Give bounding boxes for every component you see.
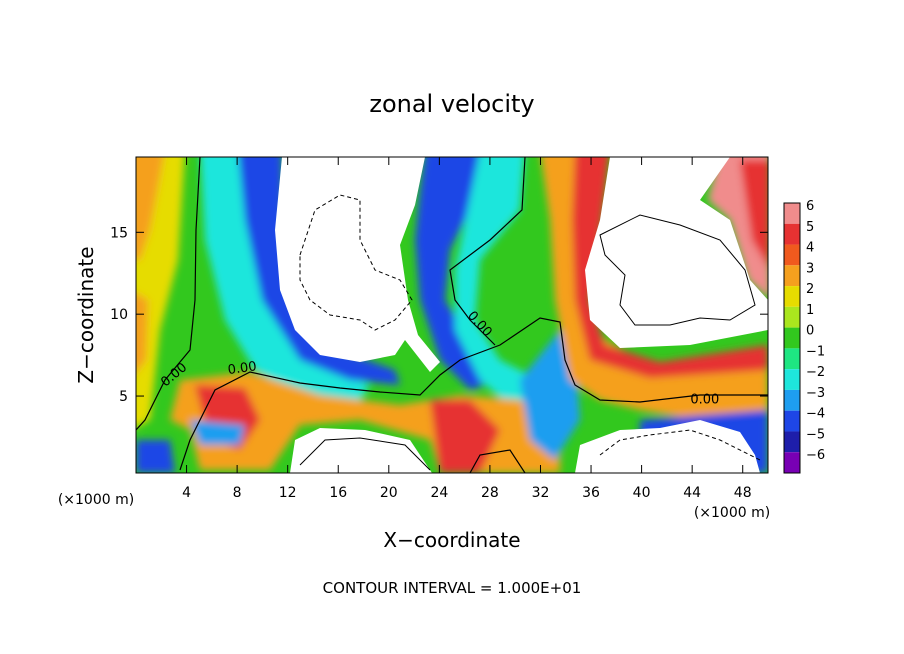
colorbar-swatch-3 [784,265,800,287]
y-tick-label-0: 5 [119,389,128,405]
y-tick-label-2: 15 [110,225,128,241]
colorbar-label-10: −4 [806,407,825,422]
field-region-cyan-left [200,157,370,400]
contour-zero-center [449,157,526,346]
colorbar-label-7: −1 [806,344,825,359]
colorbar-label-3: 3 [806,261,814,276]
contour-zero-left [136,157,201,431]
contour-zero-lower [179,317,768,471]
field-hole-lower-right [575,420,760,473]
field-region-lower-cyan-right [520,330,580,460]
velocity-field [136,157,768,473]
colorbar-label-2: 4 [806,241,814,256]
x-tick-label-11: 48 [734,485,752,501]
colorbar-swatch-7 [784,348,800,370]
x-tick-label-9: 40 [633,485,651,501]
colorbar-label-11: −5 [806,427,825,442]
x-tick-label-6: 28 [481,485,499,501]
x-tick-label-5: 24 [430,485,448,501]
field-region-lower-left-cyan [190,420,245,445]
colorbar-swatch-5 [784,306,800,328]
y-tick-label-1: 10 [110,307,128,323]
colorbar: 6 5 4 3 2 1 0 −1 −2 −3 −4 −5 −6 [783,199,825,474]
colorbar-swatch-6 [784,327,800,349]
colorbar-label-6: 0 [806,324,814,339]
colorbar-swatch-1 [784,223,800,245]
field-region-left-orange [136,157,164,260]
contour-label-3: 0.00 [690,392,719,407]
colorbar-label-4: 2 [806,282,814,297]
field-hole-upper-left [275,157,440,372]
field-region-top-right-red-core [740,160,768,267]
x-tick-label-8: 36 [582,485,600,501]
colorbar-swatch-2 [784,244,800,266]
contour-label-1: 0.00 [227,359,258,378]
field-region-right-red [572,157,768,378]
x-tick-label-7: 32 [532,485,550,501]
colorbar-swatch-4 [784,286,800,307]
contour-positive-right [599,214,756,326]
colorbar-swatch-0 [784,203,800,224]
contour-label-text-1: 0.00 [227,359,258,378]
colorbar-swatch-12 [784,452,800,473]
field-region-cyan-center [455,157,560,415]
field-region-left-orange-mid [136,293,148,373]
contour-interval-note: CONTOUR INTERVAL = 1.000E+01 [323,579,582,597]
contour-lower-center-box [299,437,431,471]
x-tick-label-3: 16 [329,485,347,501]
colorbar-swatch-10 [784,410,800,432]
colorbar-label-0: 6 [806,199,814,214]
contour-label-text-3: 0.00 [690,392,719,407]
colorbar-frame [783,202,801,474]
contour-zero-lower-cold [469,449,526,473]
colorbar-label-1: 5 [806,220,814,235]
x-tick-label-10: 44 [683,485,701,501]
colorbar-label-12: −6 [806,448,825,463]
chart-title: zonal velocity [369,90,534,118]
contour-negative-lower [599,429,761,461]
colorbar-label-8: −2 [806,365,825,380]
plot-frame [135,156,769,474]
y-axis-label: Z−coordinate [74,246,98,383]
contour-negative-upper [299,194,413,331]
field-hole-upper-right [585,157,768,348]
field-region-lower-left-blue [136,440,175,473]
colorbar-swatch-9 [784,389,800,411]
z-unit-label: (×1000 m) [58,492,134,508]
field-hole-lower-center [290,428,432,473]
x-axis-label: X−coordinate [383,528,520,552]
colorbar-label-9: −3 [806,386,825,401]
x-tick-label-1: 8 [233,485,242,501]
colorbar-swatch-11 [784,431,800,453]
x-unit-label: (×1000 m) [694,505,770,521]
x-tick-label-0: 4 [182,485,191,501]
colorbar-swatch-8 [784,369,800,390]
x-tick-label-4: 20 [380,485,398,501]
colorbar-label-5: 1 [806,303,814,318]
x-tick-label-2: 12 [279,485,297,501]
field-region-blue-center [415,157,500,390]
